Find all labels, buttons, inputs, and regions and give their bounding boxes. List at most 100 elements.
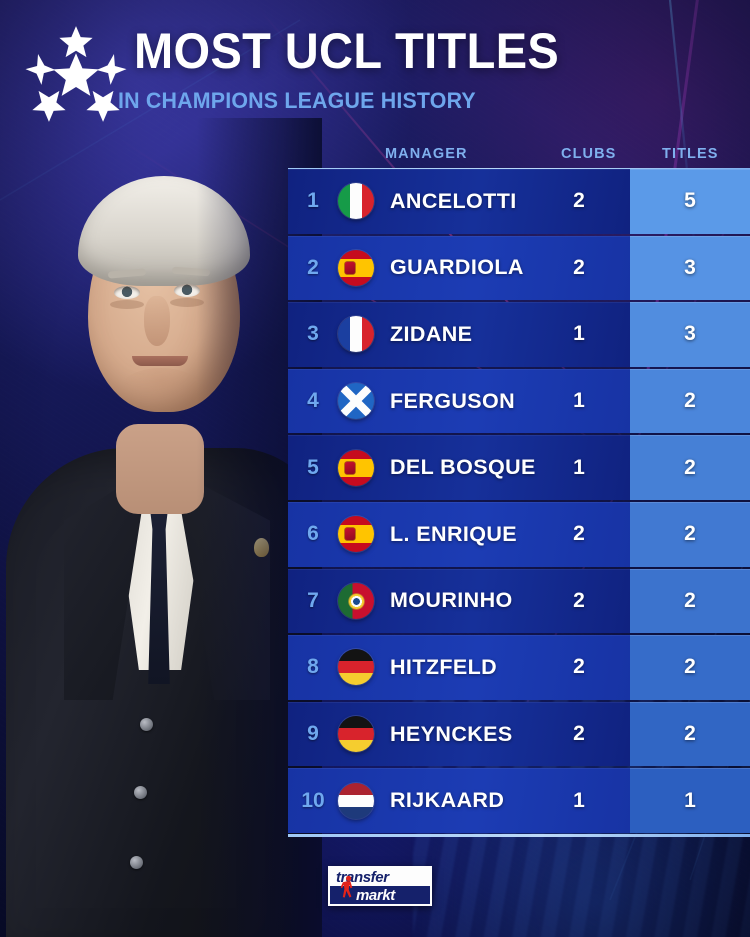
column-header-clubs: CLUBS <box>561 146 617 162</box>
row-clubs-count: 2 <box>573 255 585 279</box>
row-rank: 1 <box>307 189 319 213</box>
transfermarkt-logo: transfer markt <box>328 866 432 906</box>
row-rank: 10 <box>301 788 325 812</box>
logo-top-band <box>330 868 430 886</box>
row-titles-count: 2 <box>684 389 696 413</box>
row-clubs-count: 1 <box>573 788 585 812</box>
row-titles-cell: 5 <box>630 169 750 234</box>
netherlands-flag-icon <box>338 782 374 819</box>
table-row[interactable]: 2 GUARDIOLA 2 3 <box>288 235 750 302</box>
row-clubs-count: 2 <box>573 722 585 746</box>
row-titles-cell: 2 <box>630 635 750 700</box>
table-column-headers: MANAGER CLUBS TITLES <box>0 146 750 168</box>
table-row[interactable]: 3 ZIDANE 1 3 <box>288 301 750 368</box>
page-title: MOST UCL TITLES <box>134 23 560 79</box>
portrait-eyebag-left <box>110 300 144 309</box>
table-body: 1 ANCELOTTI 2 5 2 GUARDIOLA 2 3 3 ZIDANE 1 3 4 FERGUS… <box>288 168 750 834</box>
table-row[interactable]: 7 MOURINHO 2 2 <box>288 568 750 635</box>
portrait-lapel-right <box>174 470 270 700</box>
row-rank: 8 <box>307 655 319 679</box>
row-manager-name: HEYNCKES <box>390 721 513 746</box>
row-clubs-count: 2 <box>573 189 585 213</box>
table-row[interactable]: 8 HITZFELD 2 2 <box>288 634 750 701</box>
portrait-tie <box>148 504 170 684</box>
row-main-cell: 6 L. ENRIQUE 2 <box>288 501 630 567</box>
row-clubs-count: 1 <box>573 389 585 413</box>
ucl-starball-icon <box>25 26 127 122</box>
row-rank: 6 <box>307 522 319 546</box>
row-manager-name: MOURINHO <box>390 588 513 613</box>
table-row[interactable]: 4 FERGUSON 1 2 <box>288 368 750 435</box>
table-row[interactable]: 9 HEYNCKES 2 2 <box>288 701 750 768</box>
portrait-button-3 <box>130 856 143 869</box>
portrait-eye-left <box>114 286 140 299</box>
spain-flag-icon <box>338 516 374 553</box>
row-main-cell: 1 ANCELOTTI 2 <box>288 169 630 234</box>
portrait-neck <box>116 424 204 514</box>
portrait-nose <box>144 296 170 346</box>
table-row[interactable]: 1 ANCELOTTI 2 5 <box>288 168 750 235</box>
portrait-mouth <box>132 356 188 366</box>
row-main-cell: 10 RIJKAARD 1 <box>288 768 630 833</box>
portrait-shirt <box>119 470 201 670</box>
row-rank: 3 <box>307 322 319 346</box>
row-rank: 5 <box>307 455 319 479</box>
row-titles-count: 1 <box>684 788 696 812</box>
portrait-brow-left <box>107 268 147 279</box>
row-main-cell: 8 HITZFELD 2 <box>288 635 630 700</box>
logo-text-markt: markt <box>356 886 395 904</box>
portrait-club-badge <box>254 538 269 557</box>
row-titles-cell: 3 <box>630 302 750 367</box>
row-clubs-count: 2 <box>573 655 585 679</box>
transfermarkt-runner-icon <box>341 875 353 898</box>
row-clubs-count: 1 <box>573 322 585 346</box>
row-titles-count: 2 <box>684 655 696 679</box>
spain-flag-icon <box>338 449 374 486</box>
row-manager-name: ANCELOTTI <box>390 188 517 213</box>
scotland-flag-icon <box>338 383 374 420</box>
portugal-flag-icon <box>338 582 374 619</box>
row-manager-name: HITZFELD <box>390 654 498 679</box>
row-rank: 4 <box>307 389 319 413</box>
portrait-button-2 <box>134 786 147 799</box>
france-flag-icon <box>338 316 374 353</box>
row-rank: 7 <box>307 588 319 612</box>
portrait-eye-right <box>174 284 200 297</box>
rankings-table: 1 ANCELOTTI 2 5 2 GUARDIOLA 2 3 3 ZIDANE 1 3 4 FERGUS… <box>288 168 750 837</box>
row-titles-count: 2 <box>684 588 696 612</box>
portrait-chin <box>120 368 202 410</box>
row-clubs-count: 2 <box>573 522 585 546</box>
portrait-head <box>88 196 240 412</box>
spain-flag-icon <box>338 249 374 286</box>
portrait-eyebag-right <box>170 298 204 307</box>
portrait-brow-right <box>171 266 211 277</box>
row-manager-name: ZIDANE <box>390 321 473 346</box>
row-titles-count: 2 <box>684 722 696 746</box>
row-manager-name: GUARDIOLA <box>390 255 524 280</box>
table-row[interactable]: 5 DEL BOSQUE 1 2 <box>288 434 750 501</box>
row-titles-count: 2 <box>684 455 696 479</box>
row-titles-count: 2 <box>684 522 696 546</box>
row-main-cell: 3 ZIDANE 1 <box>288 302 630 367</box>
row-main-cell: 2 GUARDIOLA 2 <box>288 235 630 301</box>
germany-flag-icon <box>338 649 374 686</box>
row-clubs-count: 1 <box>573 455 585 479</box>
row-main-cell: 7 MOURINHO 2 <box>288 568 630 634</box>
row-manager-name: FERGUSON <box>390 388 516 413</box>
row-manager-name: L. ENRIQUE <box>390 521 518 546</box>
row-main-cell: 5 DEL BOSQUE 1 <box>288 435 630 500</box>
row-titles-count: 3 <box>684 255 696 279</box>
table-row[interactable]: 6 L. ENRIQUE 2 2 <box>288 501 750 568</box>
row-manager-name: RIJKAARD <box>390 788 505 813</box>
row-titles-count: 3 <box>684 322 696 346</box>
logo-bottom-band <box>330 886 430 904</box>
row-main-cell: 4 FERGUSON 1 <box>288 368 630 434</box>
row-titles-cell: 3 <box>630 235 750 301</box>
table-bottom-rule <box>288 834 750 837</box>
portrait-button-1 <box>140 718 153 731</box>
portrait-lapel-left <box>64 470 148 700</box>
germany-flag-icon <box>338 716 374 753</box>
table-row[interactable]: 10 RIJKAARD 1 1 <box>288 767 750 834</box>
row-titles-cell: 2 <box>630 501 750 567</box>
